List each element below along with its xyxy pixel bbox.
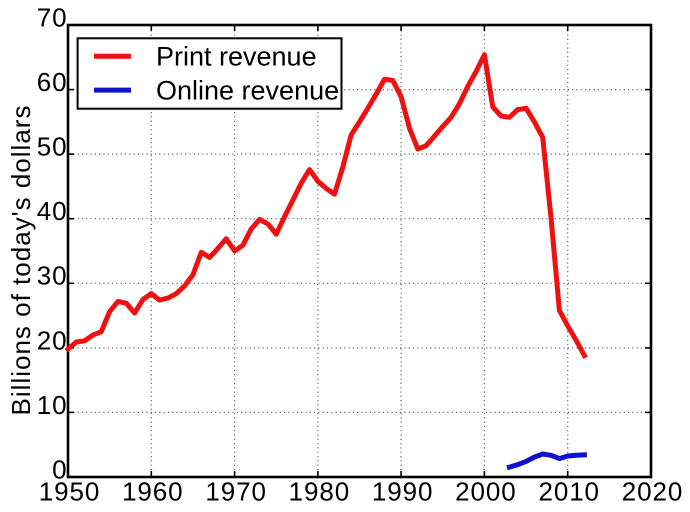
- svg-text:1970: 1970: [205, 476, 266, 506]
- svg-text:1960: 1960: [122, 476, 183, 506]
- svg-text:70: 70: [37, 2, 68, 32]
- svg-text:Billions of today's dollars: Billions of today's dollars: [6, 105, 36, 416]
- svg-text:0: 0: [52, 454, 67, 484]
- svg-text:Print revenue: Print revenue: [156, 42, 317, 72]
- svg-text:40: 40: [37, 196, 68, 226]
- svg-text:20: 20: [37, 325, 68, 355]
- svg-text:1990: 1990: [372, 476, 433, 506]
- svg-text:2010: 2010: [538, 476, 599, 506]
- svg-text:30: 30: [37, 261, 68, 291]
- svg-text:60: 60: [37, 67, 68, 97]
- svg-text:10: 10: [37, 390, 68, 420]
- svg-text:1980: 1980: [289, 476, 350, 506]
- svg-text:2020: 2020: [622, 476, 683, 506]
- svg-text:2000: 2000: [455, 476, 516, 506]
- svg-text:Online revenue: Online revenue: [156, 75, 339, 105]
- svg-text:50: 50: [37, 132, 68, 162]
- svg-text:1950: 1950: [39, 476, 100, 506]
